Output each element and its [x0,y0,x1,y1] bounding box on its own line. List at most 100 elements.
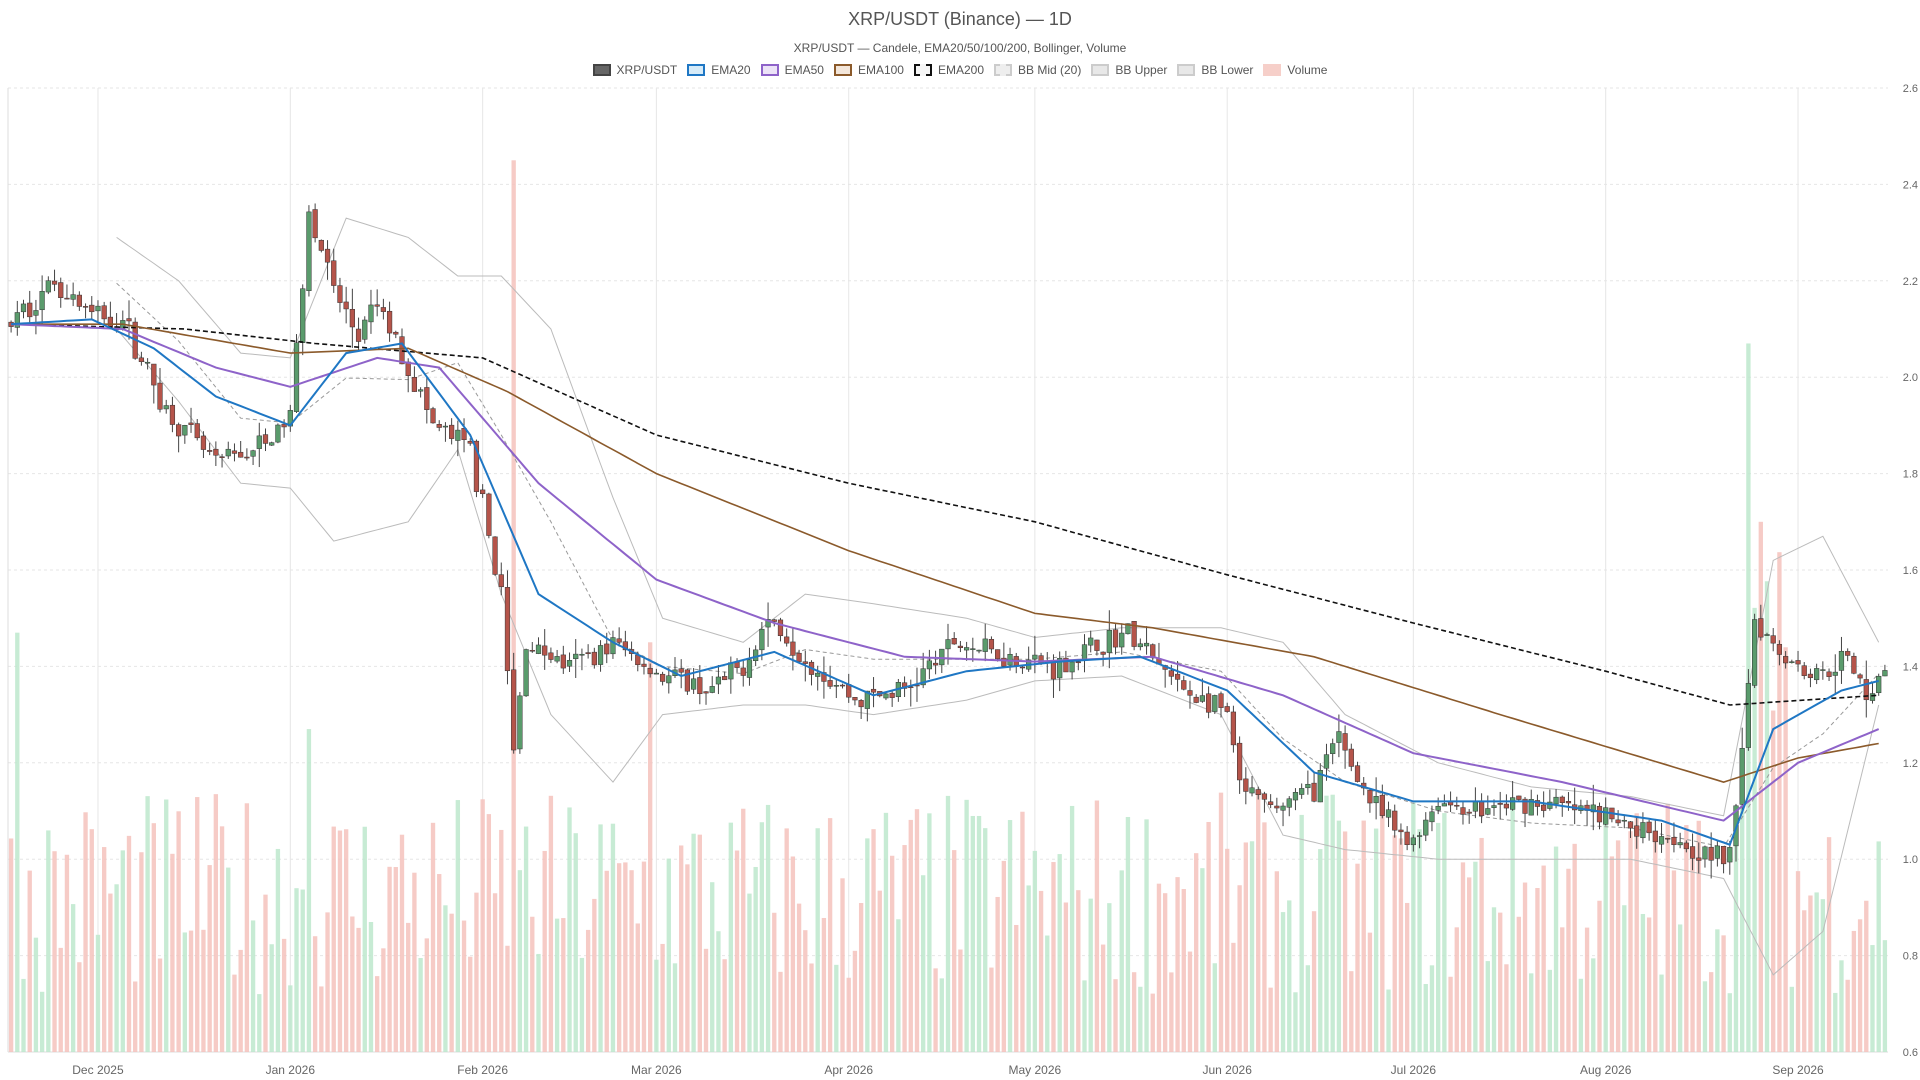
volume-bar [1609,856,1615,1052]
volume-bar [623,862,628,1052]
candle-body [641,663,647,667]
volume-bar [1808,895,1813,1052]
volume-bar [1361,820,1366,1052]
volume-bar [1107,903,1112,1052]
volume-bar [1038,890,1044,1052]
legend-item-bb-upper[interactable]: BB Upper [1091,63,1167,77]
candle-body [1081,644,1088,661]
legend-item-bb-mid-20[interactable]: BB Mid (20) [994,63,1081,77]
candle-body [529,649,535,652]
candle-body [306,211,312,291]
candle-body [1032,654,1038,660]
volume-bar [840,878,845,1052]
volume-bar [455,800,461,1052]
legend-item-xrp-usdt[interactable]: XRP/USDT [592,63,677,77]
candle-body [790,641,796,656]
volume-bar [536,953,541,1052]
volume-bar [1262,822,1267,1052]
candle-body [318,239,324,251]
volume-bar [319,986,324,1052]
volume-bar [734,850,740,1052]
candle-body [1274,805,1280,809]
y-tick-label: 1.0 [1903,854,1918,866]
volume-bar [1566,868,1571,1052]
volume-bar [102,847,107,1052]
legend-item-volume[interactable]: Volume [1263,63,1327,77]
candle-body [1720,846,1727,865]
legend-item-ema200[interactable]: EMA200 [913,63,984,77]
candle-body [442,425,449,428]
volume-bar [1764,581,1770,1052]
volume-bar [294,888,299,1052]
candle-body [1373,796,1379,804]
volume-bar [1125,816,1131,1052]
candle-body [1435,805,1441,811]
candle-body [597,645,604,665]
candle-body [1019,666,1026,669]
volume-bar [312,936,318,1052]
candle-body [1758,618,1764,638]
volume-bar [778,971,783,1052]
legend-item-ema100[interactable]: EMA100 [833,63,904,77]
candle-body [20,303,27,313]
candle-body [480,489,486,495]
candle-body [827,680,833,687]
candle-body [144,361,151,364]
volume-bar [809,963,814,1052]
candle-body [1218,693,1224,708]
volume-bar [964,799,969,1052]
candle-body [1590,804,1596,813]
y-tick-label: 1.6 [1903,565,1918,577]
volume-bar [790,856,796,1052]
candle-body [920,668,926,686]
volume-bar [1175,877,1180,1052]
candle-body [1212,695,1218,712]
legend-swatch [1091,64,1110,76]
legend-label: Volume [1287,63,1328,77]
volume-bar [406,922,411,1052]
volume-bar [672,963,678,1052]
volume-bar [1454,927,1459,1052]
candle-body [1789,661,1795,663]
candle-body [666,675,672,684]
volume-bar [871,829,876,1052]
volume-bar [1498,912,1503,1052]
candle-body [1199,695,1205,702]
volume-bar [362,826,367,1052]
legend-item-ema50[interactable]: EMA50 [760,63,824,77]
candle-body [585,652,591,654]
candle-body [1857,674,1863,679]
candle-body [1882,670,1888,677]
candle-body [1640,822,1646,839]
candle-body [14,312,20,328]
volume-bar [1032,850,1038,1052]
candle-body [1820,669,1826,671]
candle-body [250,450,256,457]
legend-swatch [1177,64,1196,76]
volume-bar [784,828,789,1052]
candle-body [1050,660,1057,680]
legend: XRP/USDT EMA20 EMA50 EMA100 EMA200 BB Mid (20… [0,63,1920,77]
volume-bar [1020,811,1025,1052]
volume-bar [1442,813,1447,1052]
candle-body [449,424,455,439]
candle-body [386,310,393,334]
volume-bar [1169,972,1174,1052]
legend-item-ema20[interactable]: EMA20 [687,63,751,77]
volume-bar [517,870,523,1052]
candle-body [1379,794,1385,816]
y-tick-label: 1.2 [1903,758,1918,770]
candle-body [1689,846,1696,859]
volume-bar [139,852,144,1052]
candle-body [870,688,877,693]
volume-bar [486,814,492,1052]
legend-swatch [592,64,611,76]
candle-body [784,636,790,644]
legend-item-bb-lower[interactable]: BB Lower [1177,63,1253,77]
volume-bar [269,944,274,1052]
volume-bar [325,912,330,1052]
volume-bar [1349,971,1354,1052]
volume-bar [1119,870,1124,1052]
volume-bar [1324,795,1329,1052]
volume-bar [815,828,820,1052]
